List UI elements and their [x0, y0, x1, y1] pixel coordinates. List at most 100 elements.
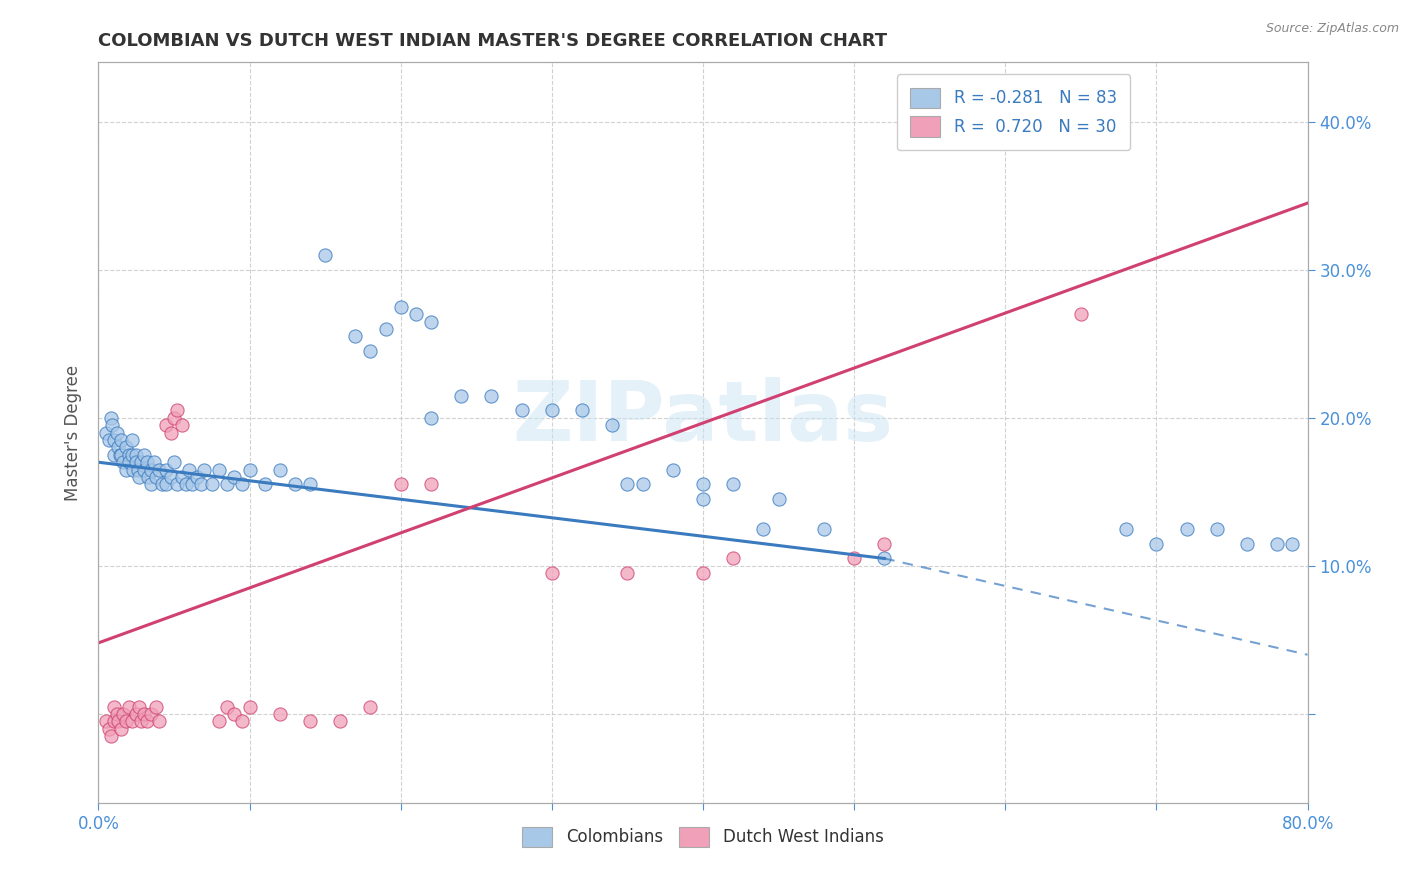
- Point: [125, 448, 148, 462]
- Point: [163, 410, 186, 425]
- Point: [768, 492, 790, 507]
- Point: [118, 699, 141, 714]
- Point: [420, 477, 443, 491]
- Point: [723, 477, 745, 491]
- Point: [148, 714, 170, 729]
- Point: [145, 470, 167, 484]
- Point: [170, 470, 193, 484]
- Point: [360, 344, 382, 359]
- Point: [481, 389, 503, 403]
- Point: [208, 462, 231, 476]
- Point: [132, 706, 155, 721]
- Point: [420, 314, 443, 328]
- Point: [163, 455, 186, 469]
- Point: [135, 714, 157, 729]
- Point: [111, 706, 134, 721]
- Point: [181, 477, 204, 491]
- Point: [94, 425, 117, 440]
- Point: [105, 425, 128, 440]
- Point: [1281, 536, 1303, 550]
- Point: [118, 455, 141, 469]
- Point: [129, 714, 152, 729]
- Point: [215, 477, 238, 491]
- Point: [329, 714, 352, 729]
- Point: [661, 462, 683, 476]
- Point: [129, 455, 152, 469]
- Point: [284, 477, 307, 491]
- Point: [314, 248, 336, 262]
- Point: [692, 566, 714, 581]
- Point: [299, 714, 322, 729]
- Point: [231, 477, 253, 491]
- Point: [125, 706, 148, 721]
- Point: [128, 699, 150, 714]
- Point: [208, 714, 231, 729]
- Point: [114, 462, 136, 476]
- Point: [94, 714, 117, 729]
- Point: [122, 462, 145, 476]
- Point: [107, 714, 129, 729]
- Point: [602, 418, 624, 433]
- Point: [98, 433, 121, 447]
- Point: [360, 699, 382, 714]
- Point: [107, 441, 129, 455]
- Point: [132, 448, 155, 462]
- Point: [239, 462, 262, 476]
- Point: [150, 477, 173, 491]
- Point: [135, 455, 157, 469]
- Point: [389, 300, 412, 314]
- Point: [155, 462, 177, 476]
- Point: [105, 706, 128, 721]
- Point: [103, 714, 125, 729]
- Point: [1236, 536, 1258, 550]
- Point: [215, 699, 238, 714]
- Point: [299, 477, 322, 491]
- Point: [405, 307, 427, 321]
- Point: [692, 477, 714, 491]
- Point: [540, 403, 562, 417]
- Point: [98, 722, 121, 736]
- Point: [231, 714, 253, 729]
- Point: [141, 477, 163, 491]
- Point: [160, 470, 183, 484]
- Point: [1144, 536, 1167, 550]
- Point: [110, 448, 132, 462]
- Y-axis label: Master's Degree: Master's Degree: [65, 365, 83, 500]
- Point: [389, 477, 412, 491]
- Point: [132, 462, 155, 476]
- Legend: Colombians, Dutch West Indians: Colombians, Dutch West Indians: [516, 820, 890, 854]
- Point: [193, 462, 215, 476]
- Point: [141, 706, 163, 721]
- Point: [160, 425, 183, 440]
- Point: [873, 536, 896, 550]
- Point: [1070, 307, 1092, 321]
- Point: [1206, 522, 1229, 536]
- Point: [121, 448, 143, 462]
- Point: [186, 470, 208, 484]
- Point: [616, 566, 638, 581]
- Point: [179, 462, 201, 476]
- Point: [616, 477, 638, 491]
- Point: [170, 418, 193, 433]
- Point: [166, 403, 188, 417]
- Point: [143, 455, 166, 469]
- Point: [128, 470, 150, 484]
- Point: [136, 470, 159, 484]
- Point: [224, 706, 246, 721]
- Point: [121, 433, 143, 447]
- Point: [155, 418, 177, 433]
- Point: [103, 699, 125, 714]
- Point: [752, 522, 775, 536]
- Point: [540, 566, 562, 581]
- Point: [269, 706, 291, 721]
- Point: [174, 477, 197, 491]
- Point: [100, 729, 122, 743]
- Point: [873, 551, 896, 566]
- Point: [201, 477, 224, 491]
- Point: [224, 470, 246, 484]
- Point: [1115, 522, 1137, 536]
- Point: [145, 699, 167, 714]
- Point: [103, 433, 125, 447]
- Point: [813, 522, 835, 536]
- Point: [420, 410, 443, 425]
